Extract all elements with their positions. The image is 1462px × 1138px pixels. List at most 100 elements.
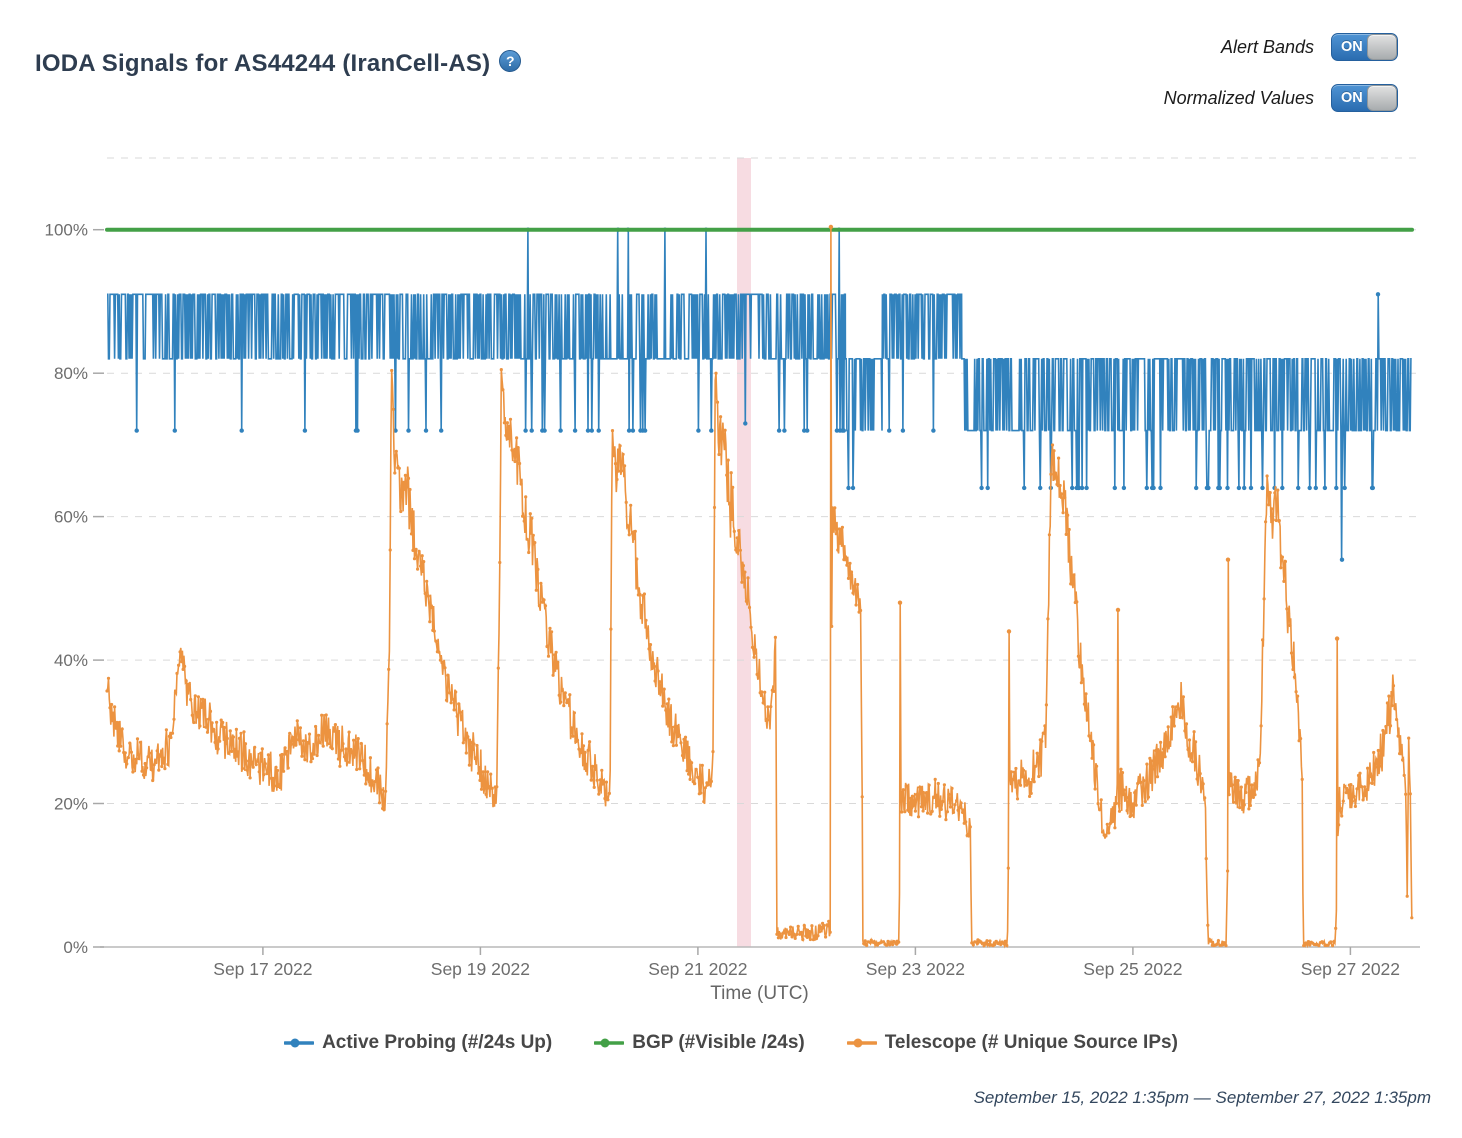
- telescope-point: [903, 810, 907, 814]
- telescope-point: [1367, 781, 1371, 785]
- x-tick-label: Sep 23 2022: [866, 959, 965, 979]
- telescope-point: [1402, 773, 1406, 778]
- telescope-point: [1111, 819, 1115, 823]
- telescope-point: [851, 591, 855, 595]
- telescope-point: [420, 554, 424, 558]
- telescope-point: [578, 748, 583, 752]
- telescope-point: [722, 436, 726, 441]
- telescope-point: [390, 368, 394, 373]
- active-probing-point: [1112, 485, 1118, 491]
- telescope-point: [1387, 694, 1391, 698]
- telescope-point: [932, 795, 936, 800]
- active-probing-point: [1242, 485, 1247, 491]
- telescope-point: [597, 792, 601, 796]
- telescope-point: [1018, 783, 1023, 787]
- telescope-point: [352, 738, 356, 742]
- telescope-point: [703, 786, 707, 790]
- telescope-point: [1114, 801, 1118, 806]
- telescope-point: [163, 767, 167, 771]
- normalized-values-toggle-knob[interactable]: [1367, 85, 1397, 111]
- alert-bands-toggle[interactable]: ON: [1331, 33, 1398, 61]
- telescope-point: [1133, 791, 1137, 795]
- telescope-point: [609, 627, 613, 631]
- telescope-point: [1261, 638, 1265, 642]
- telescope-point: [1396, 734, 1400, 738]
- telescope-point: [141, 773, 146, 777]
- telescope-point: [1028, 794, 1032, 799]
- help-icon[interactable]: ?: [499, 50, 522, 72]
- telescope-point: [289, 742, 293, 746]
- telescope-point: [939, 807, 943, 812]
- telescope-point: [476, 771, 481, 775]
- telescope-point: [985, 939, 989, 943]
- telescope-point: [1296, 694, 1300, 698]
- telescope-point: [1155, 775, 1160, 779]
- telescope-point: [403, 473, 407, 477]
- telescope-point: [1034, 764, 1038, 768]
- active-probing-point: [1296, 485, 1301, 491]
- telescope-point: [172, 717, 176, 721]
- telescope-point: [536, 567, 540, 572]
- telescope-point: [1014, 766, 1018, 771]
- telescope-point: [1215, 942, 1219, 947]
- telescope-point: [792, 933, 796, 937]
- telescope-point: [542, 598, 546, 602]
- signals-chart-svg[interactable]: 0% 20% 40% 60% 80% 100% Sep 17 2022 Sep 19 2022…: [0, 140, 1462, 1020]
- telescope-point: [1037, 774, 1041, 779]
- telescope-point: [416, 567, 420, 571]
- telescope-point: [554, 650, 558, 654]
- legend-item-bgp[interactable]: BGP (#Visible /24s): [594, 1032, 805, 1054]
- telescope-point: [285, 749, 289, 754]
- telescope-point: [365, 777, 369, 781]
- telescope-point: [266, 753, 270, 757]
- telescope-point: [856, 582, 860, 587]
- telescope-point: [801, 937, 805, 942]
- telescope-point: [1359, 785, 1364, 789]
- telescope-point: [481, 770, 485, 774]
- telescope-point: [355, 767, 359, 772]
- telescope-point: [1124, 796, 1128, 801]
- telescope-point: [789, 925, 793, 929]
- telescope-point: [152, 763, 156, 767]
- telescope-point: [945, 810, 950, 814]
- telescope-point: [367, 779, 371, 784]
- normalized-values-toggle[interactable]: ON: [1331, 84, 1398, 112]
- alert-band[interactable]: [737, 158, 751, 947]
- telescope-point: [1151, 767, 1155, 771]
- active-probing-point: [979, 485, 984, 491]
- telescope-point: [583, 750, 587, 755]
- telescope-point: [507, 424, 511, 428]
- legend-item-active-probing[interactable]: Active Probing (#/24s Up): [284, 1032, 552, 1054]
- telescope-point: [929, 812, 933, 816]
- telescope-point: [1338, 806, 1342, 810]
- signals-chart[interactable]: 0% 20% 40% 60% 80% 100% Sep 17 2022 Sep 19 2022…: [0, 140, 1462, 1020]
- legend-item-telescope[interactable]: Telescope (# Unique Source IPs): [846, 1032, 1178, 1054]
- telescope-point: [1192, 730, 1196, 734]
- telescope-point: [1277, 519, 1281, 523]
- telescope-point: [1085, 717, 1090, 722]
- telescope-point: [1081, 678, 1085, 682]
- telescope-point: [1148, 756, 1152, 761]
- telescope-point: [205, 730, 210, 734]
- telescope-point: [1241, 799, 1245, 803]
- alert-bands-toggle-knob[interactable]: [1367, 34, 1397, 60]
- telescope-point: [773, 635, 778, 640]
- telescope-point: [1090, 756, 1094, 760]
- active-probing-point: [743, 421, 748, 426]
- telescope-spike-point: [1225, 557, 1231, 562]
- telescope-point: [830, 624, 834, 629]
- telescope-point: [897, 940, 901, 944]
- telescope-point: [825, 923, 829, 927]
- telescope-point: [626, 524, 630, 528]
- telescope-point: [1177, 707, 1181, 711]
- telescope-point: [624, 500, 628, 504]
- telescope-point: [460, 718, 464, 722]
- telescope-point: [1186, 747, 1190, 752]
- telescope-point: [111, 711, 115, 715]
- active-probing-point: [596, 428, 601, 433]
- telescope-point: [734, 548, 738, 552]
- telescope-point: [615, 477, 619, 482]
- telescope-point: [110, 702, 114, 707]
- telescope-point: [164, 728, 168, 732]
- telescope-point: [652, 665, 656, 669]
